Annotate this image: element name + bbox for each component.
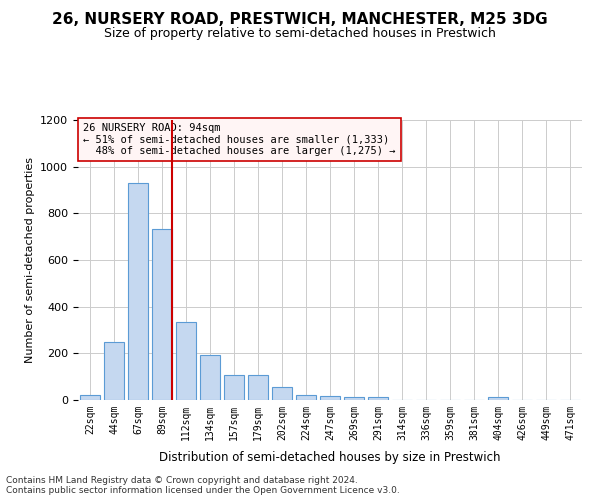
Bar xyxy=(368,397,388,400)
Bar xyxy=(176,322,196,400)
Bar xyxy=(488,397,508,400)
X-axis label: Distribution of semi-detached houses by size in Prestwich: Distribution of semi-detached houses by … xyxy=(159,451,501,464)
Bar xyxy=(248,375,268,400)
Bar xyxy=(344,397,364,400)
Bar xyxy=(104,342,124,400)
Text: Contains HM Land Registry data © Crown copyright and database right 2024.
Contai: Contains HM Land Registry data © Crown c… xyxy=(6,476,400,495)
Bar xyxy=(152,229,172,400)
Text: Size of property relative to semi-detached houses in Prestwich: Size of property relative to semi-detach… xyxy=(104,28,496,40)
Bar xyxy=(80,396,100,400)
Text: 26, NURSERY ROAD, PRESTWICH, MANCHESTER, M25 3DG: 26, NURSERY ROAD, PRESTWICH, MANCHESTER,… xyxy=(52,12,548,28)
Bar xyxy=(224,375,244,400)
Bar xyxy=(272,386,292,400)
Bar xyxy=(320,396,340,400)
Bar xyxy=(128,183,148,400)
Bar xyxy=(296,395,316,400)
Bar xyxy=(200,355,220,400)
Text: 26 NURSERY ROAD: 94sqm
← 51% of semi-detached houses are smaller (1,333)
  48% o: 26 NURSERY ROAD: 94sqm ← 51% of semi-det… xyxy=(83,123,395,156)
Y-axis label: Number of semi-detached properties: Number of semi-detached properties xyxy=(25,157,35,363)
